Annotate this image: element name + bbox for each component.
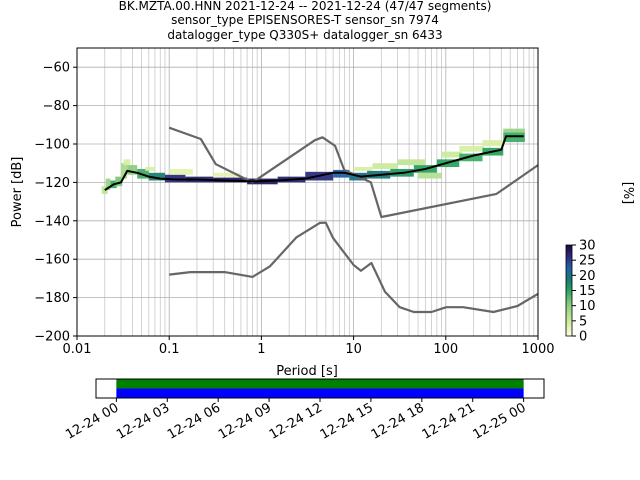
y-axis-label: Power [dB] [10,157,25,228]
time-tick-label: 12-24 06 [165,400,223,442]
psd-bin [115,176,123,187]
chart-title-line3: datalogger_type Q330S+ datalogger_sn 643… [167,28,442,42]
time-tick-label: 12-24 18 [369,400,427,442]
colorbar-tick-label: 10 [579,299,596,314]
psd-bin [397,159,426,166]
plot-background [77,48,538,336]
noise-model-low-line [169,221,539,314]
chart-title-line2: sensor_type EPISENSORES-T sensor_sn 7974 [171,13,439,27]
x-tick-label: 1000 [521,342,554,357]
time-tick-label: 12-25 00 [471,400,529,442]
ppsd-plot: 0.01 0.1 1 10 100 1000 −60 −80 −100 −120 −140 −160… [10,47,555,379]
curves [104,126,539,314]
colorbar-tick-label: 15 [579,284,596,299]
x-tick-label: 10 [345,342,362,357]
time-tick-label: 12-24 09 [216,400,274,442]
y-axis-ticks: −60 −80 −100 −120 −140 −160 −180 −200 [34,61,77,345]
psd-bin [418,172,442,179]
time-tick-label: 12-24 00 [63,400,121,442]
psd-bin [101,186,108,194]
noise-model-high-line [168,126,539,219]
x-tick-label: 0.01 [63,342,92,357]
psd-bin [145,167,155,171]
psd-bin [503,128,525,133]
y-tick-label: −100 [34,138,70,153]
colorbar-tick-label: 20 [579,269,596,284]
plot-frame [76,47,539,337]
psd-bin [148,172,165,181]
time-tick-label: 12-24 03 [114,400,172,442]
time-tick-label: 12-24 21 [420,400,478,442]
x-tick-label: 0.1 [159,342,180,357]
x-axis-ticks: 0.01 0.1 1 10 100 1000 [63,336,555,357]
coverage-bar-blue [116,388,524,398]
psd-bin [482,140,504,146]
x-tick-label: 100 [433,342,458,357]
y-tick-label: −140 [34,214,70,229]
x-axis-label: Period [s] [276,364,338,379]
y-tick-label: −160 [34,253,70,268]
x-tick-label: 1 [257,342,265,357]
colorbar-fill [565,244,573,337]
y-tick-label: −80 [43,99,70,114]
time-tick-label: 12-24 12 [267,400,325,442]
colorbar-tick-label: 5 [579,314,587,329]
psd-bin [120,163,128,179]
grid [76,48,538,337]
psd-bin [372,163,398,169]
psd-bin [105,178,111,191]
psd-bin [213,172,241,177]
y-tick-label: −60 [43,61,70,76]
psd-bin [353,167,373,171]
psd-bin [459,145,485,152]
y-tick-label: −180 [34,291,70,306]
coverage-bar-green [116,379,524,389]
psd-bin [441,151,463,158]
psd-bin [123,159,131,166]
mode-line [104,135,524,191]
psd-bin [459,153,483,162]
colorbar-tick-label: 30 [579,239,596,254]
y-tick-label: −120 [34,176,70,191]
colorbar-tick-label: 0 [579,330,587,345]
colorbar-label: [%] [620,182,635,205]
chart-title-line1: BK.MZTA.00.HNN 2021-12-24 -- 2021-12-24 … [119,0,492,13]
y-tick-label: −200 [34,330,70,345]
coverage-bars [116,379,524,398]
psd-bin [127,165,138,175]
psd-bin [169,168,193,175]
colorbar-tick-label: 25 [579,254,596,269]
time-tick-label: 12-24 15 [318,400,376,442]
